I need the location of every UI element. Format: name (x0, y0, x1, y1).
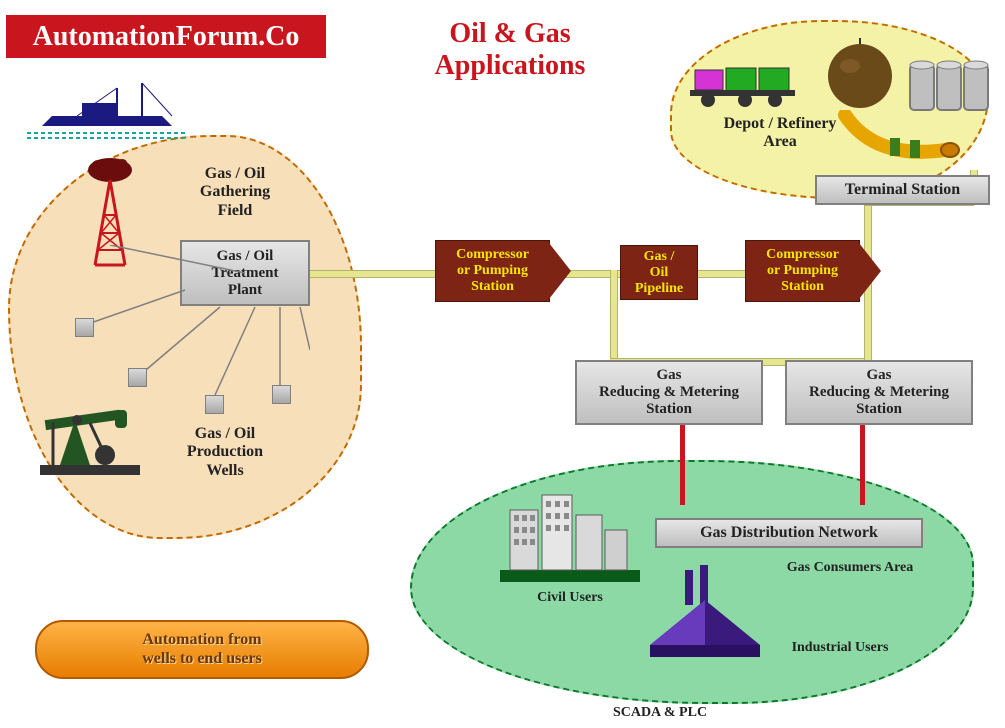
pipeline-box: Gas / Oil Pipeline (620, 245, 698, 300)
pipeline-branch-1-v (610, 270, 618, 360)
well-node (128, 368, 147, 387)
site-logo: AutomationForum.Co (6, 15, 326, 58)
title-line1: Oil & Gas (449, 18, 570, 49)
tanker-truck-icon (690, 50, 810, 110)
consumers-area-label: Gas Consumers Area (750, 560, 950, 576)
depot-refinery-label: Depot / Refinery Area (700, 115, 860, 152)
compressor-station-2-box: Compressor or Pumping Station (745, 240, 860, 302)
well-node (205, 395, 224, 414)
pumpjack-icon (35, 400, 155, 480)
automation-lozenge: Automation from wells to end users (35, 620, 369, 679)
compressor-station-1-box: Compressor or Pumping Station (435, 240, 550, 302)
page-title: Oil & Gas Applications (360, 18, 660, 82)
buildings-icon (500, 485, 640, 585)
factory-icon (640, 565, 770, 665)
terminal-station-box: Terminal Station (815, 175, 990, 205)
well-node (272, 385, 291, 404)
lozenge-text: Automation from wells to end users (142, 631, 262, 668)
distribution-network-box: Gas Distribution Network (655, 518, 923, 548)
industrial-users-label: Industrial Users (760, 640, 920, 656)
red-drop-1 (680, 425, 685, 505)
reducing-station-2-box: Gas Reducing & Metering Station (785, 360, 973, 425)
title-line2: Applications (435, 50, 586, 81)
reducing-station-1-box: Gas Reducing & Metering Station (575, 360, 763, 425)
scada-plc-label: SCADA & PLC (590, 705, 730, 721)
storage-sphere-icon (820, 38, 900, 118)
well-node (75, 318, 94, 337)
red-drop-2 (860, 425, 865, 505)
gathering-field-label: Gas / Oil Gathering Field (175, 165, 295, 220)
ship-icon (22, 78, 192, 148)
civil-users-label: Civil Users (515, 590, 625, 606)
diagram-stage: AutomationForum.Co Oil & Gas Application… (0, 0, 1005, 728)
production-wells-label: Gas / Oil Production Wells (160, 425, 290, 480)
